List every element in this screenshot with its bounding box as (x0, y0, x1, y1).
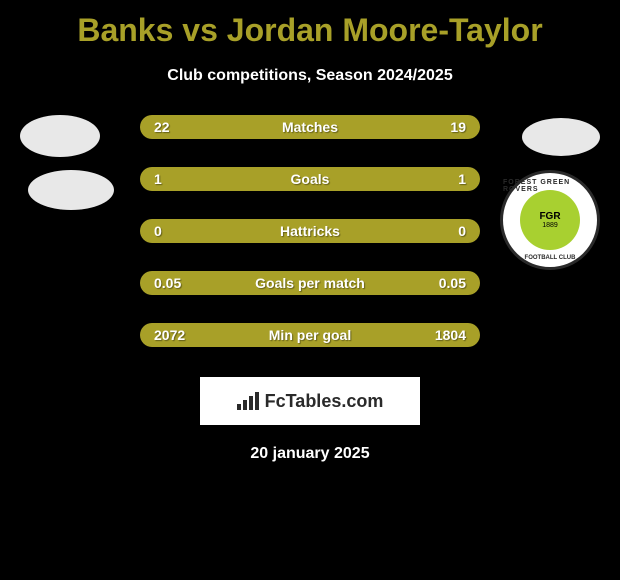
stat-label: Min per goal (269, 327, 351, 343)
fctables-logo[interactable]: FcTables.com (200, 377, 420, 425)
stat-label: Goals (291, 171, 330, 187)
stat-right-value: 0 (458, 223, 466, 239)
stat-bar: 0 Hattricks 0 (140, 219, 480, 243)
bar-chart-icon (237, 392, 259, 410)
stat-row-matches: 22 Matches 19 (0, 115, 620, 139)
stat-row-min-per-goal: 2072 Min per goal 1804 (0, 323, 620, 347)
stat-right-value: 0.05 (439, 275, 466, 291)
stat-label: Goals per match (255, 275, 365, 291)
date-text: 20 january 2025 (0, 445, 620, 463)
stat-left-value: 1 (154, 171, 162, 187)
brand-text: FcTables.com (265, 391, 384, 412)
stat-row-hattricks: 0 Hattricks 0 (0, 219, 620, 243)
stat-bar: 0.05 Goals per match 0.05 (140, 271, 480, 295)
stat-left-value: 2072 (154, 327, 185, 343)
stat-bar: 2072 Min per goal 1804 (140, 323, 480, 347)
stat-label: Hattricks (280, 223, 340, 239)
stat-bar: 22 Matches 19 (140, 115, 480, 139)
stat-left-value: 0.05 (154, 275, 181, 291)
stat-row-goals: 1 Goals 1 (0, 167, 620, 191)
stat-bar: 1 Goals 1 (140, 167, 480, 191)
page-title: Banks vs Jordan Moore-Taylor (0, 0, 620, 49)
stat-right-value: 1 (458, 171, 466, 187)
stats-container: 22 Matches 19 1 Goals 1 0 Hattricks 0 0.… (0, 115, 620, 347)
stat-left-value: 22 (154, 119, 170, 135)
stat-left-value: 0 (154, 223, 162, 239)
stat-right-value: 19 (450, 119, 466, 135)
stat-row-goals-per-match: 0.05 Goals per match 0.05 (0, 271, 620, 295)
page-subtitle: Club competitions, Season 2024/2025 (0, 67, 620, 85)
stat-label: Matches (282, 119, 338, 135)
stat-right-value: 1804 (435, 327, 466, 343)
